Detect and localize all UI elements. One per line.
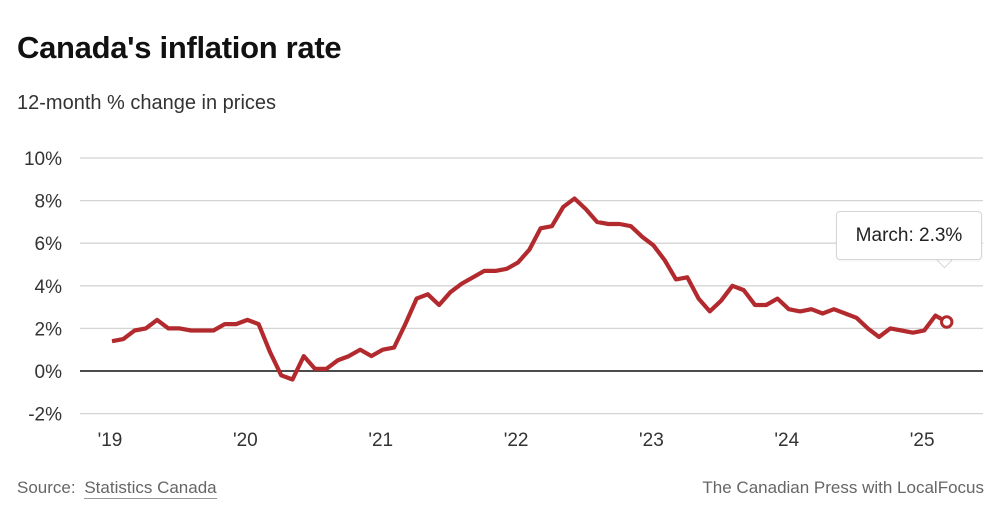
grid-layer (80, 157, 983, 415)
x-tick-label: '22 (504, 430, 529, 451)
chart-title: Canada's inflation rate (17, 30, 342, 65)
credit-footer: The Canadian Press with LocalFocus (702, 478, 984, 497)
y-tick-label: 8% (35, 192, 63, 213)
y-tick-label: -2% (28, 405, 62, 426)
x-tick-label: '21 (368, 430, 393, 451)
y-tick-label: 10% (24, 149, 62, 170)
y-tick-label: 2% (35, 319, 63, 340)
x-axis: '19 '20 '21 '22 '23 '24 '25 (98, 430, 935, 451)
chart-subtitle: 12-month % change in prices (17, 92, 277, 114)
source-link[interactable]: Statistics Canada (84, 478, 217, 499)
x-tick-label: '20 (233, 430, 258, 451)
source-footer: Source: Statistics Canada (17, 478, 217, 499)
x-tick-label: '23 (639, 430, 664, 451)
tooltip-label: March: 2.3% (855, 224, 963, 246)
x-tick-label: '19 (98, 430, 123, 451)
series-line (111, 196, 948, 382)
y-tick-label: 0% (35, 362, 63, 383)
highlight-marker (940, 315, 954, 329)
x-tick-label: '24 (774, 430, 799, 451)
data-tooltip: March: 2.3% (836, 211, 982, 260)
x-tick-label: '25 (910, 430, 935, 451)
y-tick-label: 4% (35, 277, 63, 298)
source-label: Source: (17, 478, 76, 497)
series-layer (111, 196, 954, 382)
y-tick-label: 6% (35, 234, 63, 255)
y-axis: 10% 8% 6% 4% 2% 0% -2% (24, 149, 62, 426)
